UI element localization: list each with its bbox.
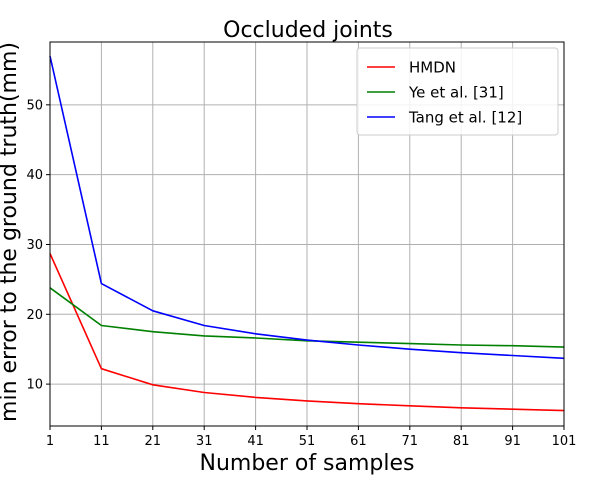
series-layer xyxy=(49,55,565,412)
legend-label: Ye et al. [31] xyxy=(408,84,504,102)
y-tick-label: 10 xyxy=(26,378,43,393)
x-axis-ticks: 1 11 21 31 41 51 61 71 81 91 101 xyxy=(46,426,577,449)
x-tick-label: 91 xyxy=(504,434,521,449)
series-line xyxy=(49,253,565,412)
x-tick-label: 71 xyxy=(402,434,419,449)
y-tick-label: 50 xyxy=(26,98,43,113)
y-axis-label: min error to the ground truth(mm) xyxy=(0,42,22,422)
series-line xyxy=(49,55,565,360)
x-tick-label: 61 xyxy=(350,434,367,449)
legend: HMDN Ye et al. [31] Tang et al. [12] xyxy=(356,47,559,136)
x-tick-label: 31 xyxy=(196,434,213,449)
x-tick-label: 11 xyxy=(93,434,110,449)
legend-box xyxy=(356,47,559,136)
y-tick-label: 40 xyxy=(26,168,43,183)
x-tick-label: 81 xyxy=(453,434,470,449)
y-tick-label: 20 xyxy=(26,308,43,323)
legend-label: Tang et al. [12] xyxy=(408,109,522,127)
y-tick-label: 30 xyxy=(26,238,43,253)
y-axis-ticks: 10 20 30 40 50 xyxy=(26,98,50,393)
x-axis-label: Number of samples xyxy=(199,451,414,476)
x-tick-label: 21 xyxy=(145,434,162,449)
chart-title: Occluded joints xyxy=(223,18,393,43)
x-tick-label: 101 xyxy=(552,434,577,449)
x-tick-label: 51 xyxy=(299,434,316,449)
x-tick-label: 41 xyxy=(247,434,264,449)
x-tick-label: 1 xyxy=(46,434,54,449)
legend-label: HMDN xyxy=(409,59,456,77)
